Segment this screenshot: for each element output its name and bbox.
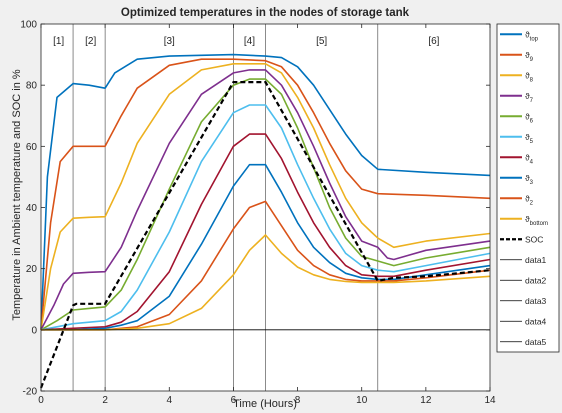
legend-label: data4: [525, 316, 547, 326]
y-tick-label: 40: [26, 203, 38, 214]
series-line: [41, 163, 491, 331]
legend-label-subscript: 6: [530, 118, 534, 124]
legend: ϑtopϑ9ϑ8ϑ7ϑ6ϑ5ϑ4ϑ3ϑ2ϑbottomSOCdata1data2…: [496, 23, 560, 353]
x-axis-label: Time (Hours): [233, 398, 297, 410]
series-line: [40, 69, 491, 331]
legend-label-subscript: 7: [530, 98, 534, 104]
legend-label: ϑ4: [525, 152, 534, 165]
legend-items: ϑtopϑ9ϑ8ϑ7ϑ6ϑ5ϑ4ϑ3ϑ2ϑbottomSOCdata1data2…: [500, 29, 548, 347]
legend-box: [496, 23, 560, 353]
legend-label-subscript: top: [530, 36, 539, 42]
legend-label-subscript: 3: [530, 180, 534, 186]
phase-label: [3]: [164, 36, 175, 47]
phase-label: [6]: [428, 36, 439, 47]
x-tick-label: 14: [484, 395, 496, 406]
y-tick-label: 60: [26, 142, 38, 153]
legend-label: ϑ7: [525, 91, 534, 104]
legend-label-subscript: 2: [530, 200, 534, 206]
phase-label: [4]: [244, 36, 255, 47]
legend-label-subscript: 5: [530, 139, 534, 145]
legend-label: ϑ5: [525, 132, 534, 145]
legend-label: ϑ2: [525, 193, 534, 206]
y-axis-label: Temperature in Ambient temperature and S…: [11, 69, 23, 321]
legend-label-subscript: bottom: [530, 221, 548, 227]
legend-label-subscript: 9: [530, 57, 534, 63]
legend-label: ϑ8: [525, 70, 534, 83]
legend-label: data3: [525, 296, 547, 306]
x-tick-label: 2: [102, 395, 108, 406]
legend-label: SOC: [525, 234, 543, 244]
x-tick-label: 10: [356, 395, 368, 406]
series-line: [39, 81, 491, 389]
y-tick-label: 20: [26, 264, 38, 275]
x-tick-label: 0: [38, 395, 44, 406]
series-layer: [39, 53, 491, 389]
phase-label: [5]: [316, 36, 327, 47]
series-line: [40, 133, 491, 331]
series-line: [40, 78, 491, 331]
phase-labels: [1] [2] [3] [4] [5] [6]: [53, 36, 440, 47]
y-tick-label: -20: [23, 387, 38, 398]
x-tick-label: 12: [420, 395, 432, 406]
legend-label: ϑ6: [525, 111, 534, 124]
series-line: [40, 104, 491, 331]
legend-label: ϑ9: [525, 50, 534, 63]
legend-label: data1: [525, 255, 547, 265]
y-tick-label: 100: [20, 20, 37, 31]
phase-label: [1]: [53, 36, 64, 47]
legend-label: data5: [525, 337, 547, 347]
legend-label-subscript: 8: [530, 77, 534, 83]
series-line: [41, 234, 491, 331]
x-tick-label: 6: [231, 395, 237, 406]
series-line: [40, 53, 491, 330]
y-tick-label: 0: [31, 325, 37, 336]
x-tick-label: 4: [167, 395, 173, 406]
phase-label: [2]: [85, 36, 96, 47]
series-line: [40, 58, 491, 330]
y-tick-label: 80: [26, 81, 38, 92]
legend-label: data2: [525, 275, 547, 285]
x-tick-label: 8: [295, 395, 301, 406]
series-line: [40, 63, 491, 330]
legend-label-subscript: 4: [530, 159, 534, 165]
legend-label: ϑ3: [525, 173, 534, 186]
chart-title: Optimized temperatures in the nodes of s…: [121, 7, 410, 19]
